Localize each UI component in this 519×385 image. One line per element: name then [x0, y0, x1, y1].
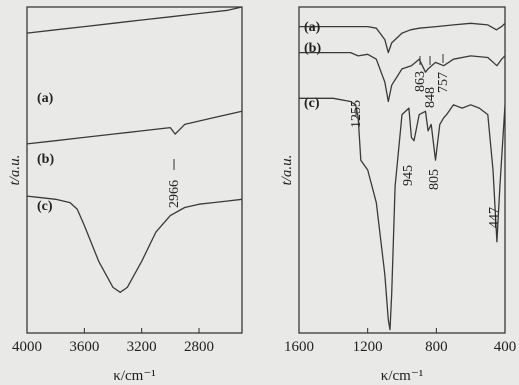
- right-series-2-line: [299, 51, 506, 103]
- left-series-2-line: [26, 110, 243, 145]
- left-y-axis-label: t/a.u.: [7, 155, 23, 186]
- right-x-tick-label: 1600: [284, 339, 314, 355]
- right-annotation-label: 757: [436, 72, 451, 93]
- left-panel: 4000 3600 3200 2800 κ/cm⁻¹ t/a.u. (a) (b) (c) 296…: [7, 6, 243, 384]
- right-series-1-label: (a): [304, 20, 321, 35]
- right-series-1-line: [299, 22, 506, 54]
- right-annotation-label: 805: [427, 169, 442, 190]
- right-annotation-label: 945: [401, 165, 416, 186]
- left-x-tick-label: 3200: [127, 339, 157, 355]
- right-annotation-label: 848: [423, 87, 438, 108]
- right-x-tick-label: 800: [425, 339, 448, 355]
- left-x-tick-label: 4000: [12, 339, 42, 355]
- right-series-3-label: (c): [304, 96, 320, 111]
- right-annotation-label: 447: [487, 207, 502, 228]
- left-annotation-label: 2966: [167, 180, 182, 208]
- right-plot-frame: [298, 6, 506, 334]
- left-x-tick-label: 2800: [184, 339, 214, 355]
- right-x-tick-label: 400: [494, 339, 517, 355]
- left-x-tick-label: 3600: [69, 339, 99, 355]
- right-x-tick-label: 1200: [353, 339, 383, 355]
- right-series-3-line: [299, 97, 506, 331]
- right-series-2-label: (b): [304, 41, 321, 56]
- left-plot-frame: [26, 6, 243, 334]
- left-series-2-label: (b): [37, 152, 54, 167]
- left-series-1-line: [26, 6, 243, 34]
- right-annotation-label: 1255: [349, 100, 364, 128]
- right-x-axis-label: κ/cm⁻¹: [381, 368, 423, 384]
- left-series-1-label: (a): [37, 91, 54, 106]
- left-series-3-label: (c): [37, 199, 53, 214]
- right-panel: 1600 1200 800 400 κ/cm⁻¹ t/a.u. (a) (b) (c) 1255 8…: [279, 6, 517, 384]
- right-annotation-label: 863: [413, 71, 428, 92]
- right-y-axis-label: t/a.u.: [279, 155, 295, 186]
- left-series-3-line: [26, 195, 243, 293]
- left-x-axis-label: κ/cm⁻¹: [113, 368, 155, 384]
